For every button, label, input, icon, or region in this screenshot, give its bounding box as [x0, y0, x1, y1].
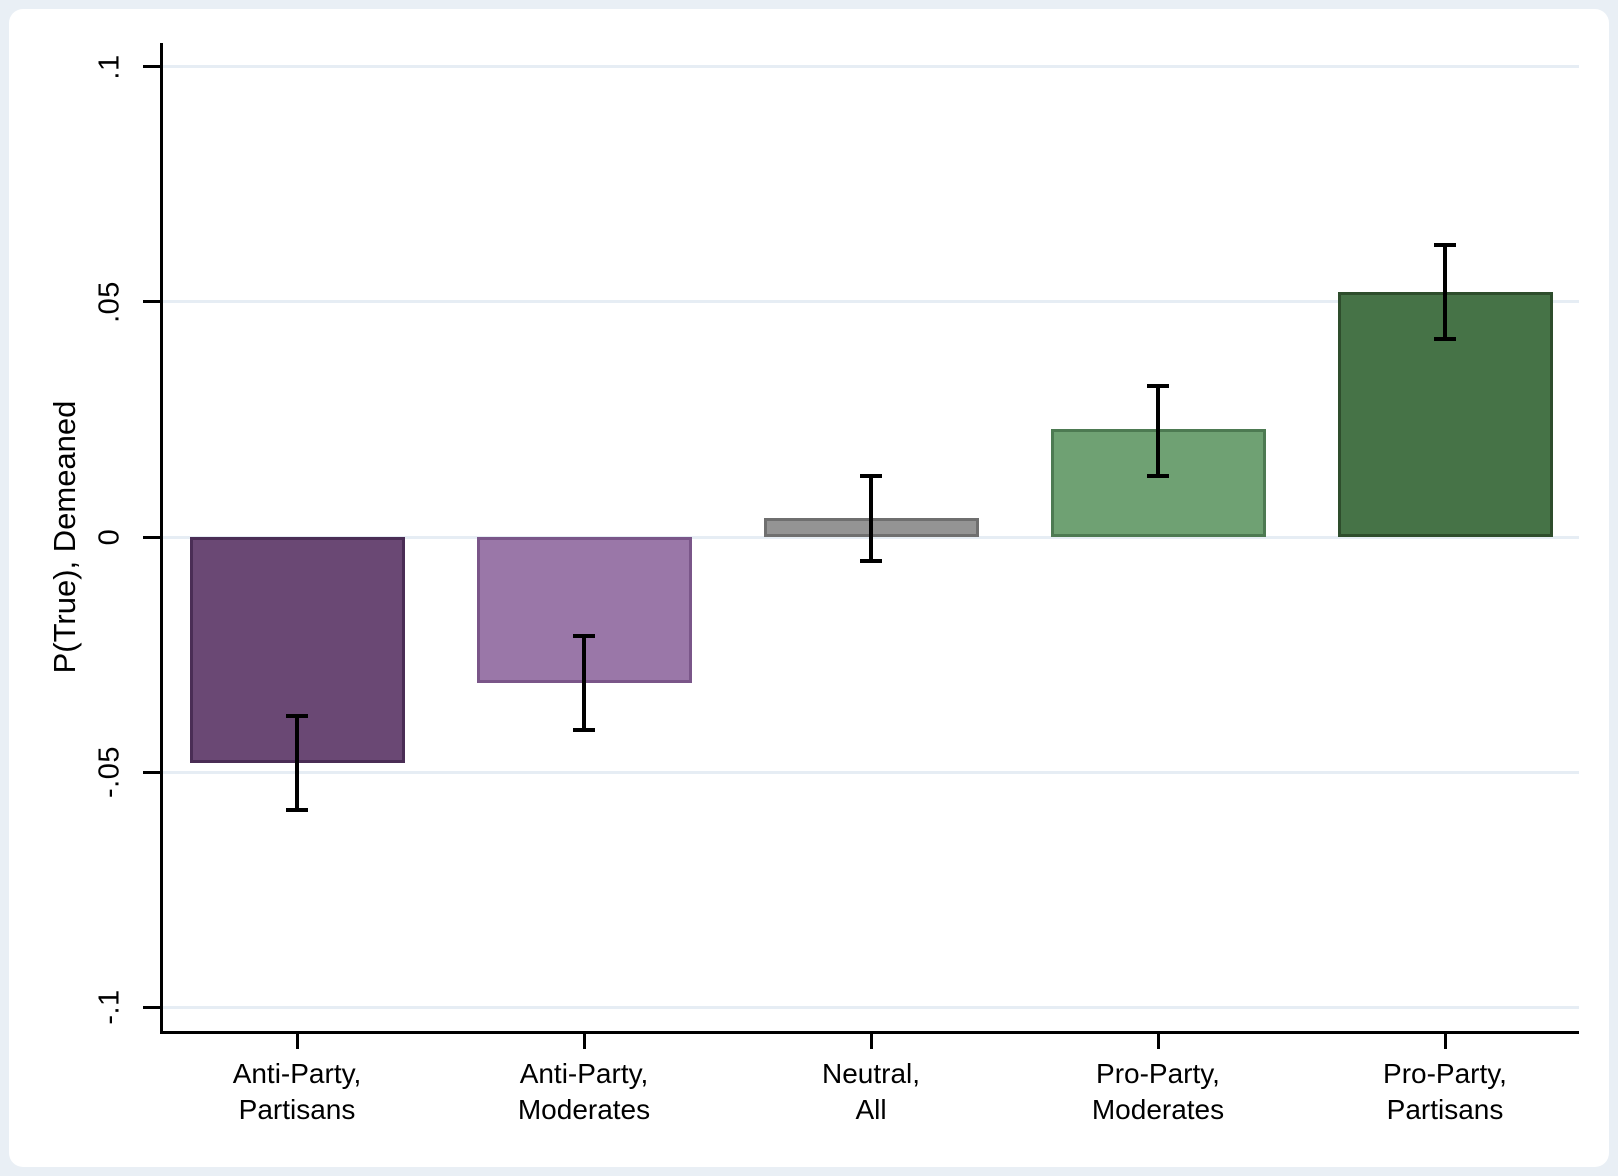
x-axis-tick [1443, 1034, 1447, 1049]
error-bar-line [295, 715, 299, 810]
gridline [163, 65, 1579, 69]
plot-area [160, 43, 1579, 1034]
x-category-label: Neutral, All [821, 1058, 921, 1125]
y-axis-tick-label: -.05 [93, 746, 126, 799]
gridline [163, 300, 1579, 304]
y-axis-tick-label: .05 [93, 280, 126, 323]
y-axis-tick [143, 65, 160, 69]
error-bar-cap-bottom [573, 727, 595, 732]
gridline [163, 1005, 1579, 1009]
y-axis-tick-label: -.1 [93, 989, 126, 1026]
error-bar-cap-top [1434, 243, 1456, 248]
y-axis-tick [143, 535, 160, 539]
bar [1337, 292, 1553, 537]
y-axis-tick [143, 1005, 160, 1009]
gridline [163, 770, 1579, 774]
y-axis-tick-label: 0 [93, 528, 126, 546]
y-axis-tick [143, 300, 160, 304]
x-axis-tick [582, 1034, 586, 1049]
x-axis-tick [1156, 1034, 1160, 1049]
bar [476, 537, 692, 683]
error-bar-cap-bottom [1434, 337, 1456, 342]
error-bar-cap-top [573, 633, 595, 638]
error-bar-line [582, 635, 586, 730]
error-bar-line [869, 475, 873, 561]
x-axis-tick [295, 1034, 299, 1049]
x-category-label: Pro-Party, Moderates [1091, 1058, 1225, 1125]
y-axis-tick-label: .1 [93, 53, 126, 80]
x-category-label: Anti-Party, Moderates [517, 1058, 651, 1125]
x-category-label: Pro-Party, Partisans [1383, 1058, 1507, 1125]
bar [1050, 428, 1266, 537]
error-bar-cap-top [1147, 384, 1169, 389]
error-bar-cap-bottom [286, 807, 308, 812]
graph-canvas: P(True), Demeaned .1 .05 0 -.05 -.1 Anti-Part… [9, 9, 1609, 1167]
y-axis-tick [143, 770, 160, 774]
error-bar-cap-bottom [860, 558, 882, 563]
error-bar-cap-top [860, 473, 882, 478]
error-bar-cap-top [286, 713, 308, 718]
x-axis-tick [869, 1034, 873, 1049]
y-axis-title: P(True), Demeaned [47, 400, 82, 674]
x-category-label: Anti-Party, Partisans [232, 1058, 362, 1125]
error-bar-cap-bottom [1147, 473, 1169, 478]
error-bar-line [1156, 386, 1160, 476]
error-bar-line [1443, 245, 1447, 340]
